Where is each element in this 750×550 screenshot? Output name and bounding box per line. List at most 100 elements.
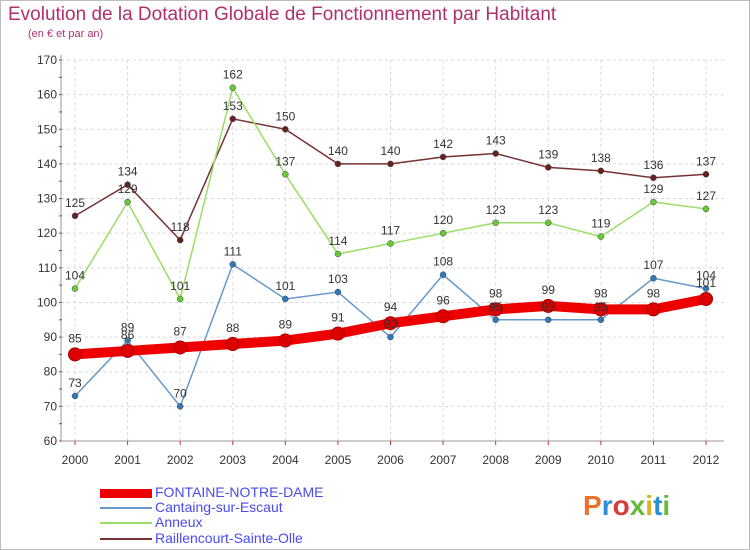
data-label: 114 — [328, 234, 347, 248]
data-point — [492, 150, 499, 157]
data-label: 85 — [68, 331, 82, 345]
data-label: 89 — [279, 318, 293, 332]
legend-label: Anneux — [155, 514, 203, 530]
x-tick-label: 2004 — [272, 453, 299, 467]
y-tick-label: 140 — [37, 157, 57, 171]
data-point — [383, 316, 398, 331]
data-point — [702, 171, 710, 178]
data-label: 119 — [591, 217, 610, 231]
data-point — [702, 205, 710, 213]
data-point — [387, 333, 394, 341]
x-tick-label: 2001 — [114, 453, 141, 467]
data-point — [545, 316, 552, 324]
data-label: 125 — [65, 196, 85, 210]
data-label: 99 — [542, 283, 556, 297]
y-tick-label: 100 — [37, 295, 57, 309]
data-label: 140 — [328, 144, 348, 158]
y-tick-label: 90 — [44, 330, 58, 344]
y-tick-label: 160 — [37, 88, 57, 102]
data-label: 129 — [118, 182, 138, 196]
data-point — [334, 288, 342, 296]
data-point — [124, 337, 131, 344]
x-tick-label: 2007 — [430, 453, 457, 467]
data-point — [702, 285, 710, 292]
y-tick-label: 150 — [37, 122, 57, 136]
data-point — [124, 181, 131, 188]
data-point — [68, 347, 82, 362]
data-point — [282, 126, 289, 133]
data-label: 108 — [433, 255, 453, 269]
data-point — [699, 291, 713, 306]
data-label: 86 — [121, 328, 135, 342]
data-label: 95 — [594, 300, 608, 314]
data-point — [488, 302, 503, 317]
data-label: 90 — [384, 317, 398, 331]
data-point — [71, 392, 79, 400]
data-label: 150 — [275, 109, 295, 123]
data-label: 104 — [65, 269, 85, 283]
data-label: 103 — [328, 272, 348, 286]
data-label: 134 — [118, 165, 138, 179]
data-label: 136 — [643, 158, 663, 172]
brand-letter: P — [583, 490, 602, 521]
data-label: 98 — [647, 286, 661, 300]
data-label: 117 — [381, 224, 400, 238]
y-tick-label: 170 — [37, 53, 57, 67]
legend-label: FONTAINE-NOTRE-DAME — [155, 484, 324, 500]
legend-swatch — [100, 538, 152, 540]
x-tick-label: 2000 — [62, 453, 89, 467]
data-point — [330, 326, 345, 341]
data-point — [124, 198, 131, 206]
data-point — [71, 212, 79, 220]
data-point — [225, 337, 240, 352]
data-point — [492, 219, 499, 227]
data-point — [173, 340, 188, 355]
data-label: 98 — [489, 286, 503, 300]
x-tick-label: 2005 — [325, 453, 352, 467]
data-point — [597, 316, 605, 324]
data-label: 137 — [696, 154, 716, 168]
y-tick-label: 130 — [37, 192, 57, 206]
x-tick-label: 2009 — [535, 453, 562, 467]
legend-label: Cantaing-sur-Escaut — [155, 499, 283, 515]
data-point — [229, 84, 236, 91]
data-point — [176, 295, 184, 303]
brand-letter: x — [629, 490, 646, 521]
data-label: 101 — [275, 279, 295, 293]
x-tick-label: 2002 — [167, 453, 194, 467]
data-label: 95 — [489, 300, 503, 314]
data-label: 111 — [224, 244, 243, 258]
x-tick-label: 2008 — [482, 453, 509, 467]
data-point — [278, 333, 293, 348]
x-tick-label: 2010 — [587, 453, 614, 467]
data-point — [282, 171, 289, 178]
data-point — [545, 164, 552, 171]
proxiti-logo: Proxiti — [583, 490, 670, 522]
chart-title: Evolution de la Dotation Globale de Fonc… — [8, 4, 557, 25]
data-point — [545, 219, 552, 227]
y-tick-label: 60 — [44, 434, 58, 448]
x-tick-label: 2011 — [641, 453, 667, 467]
brand-letter: r — [601, 490, 613, 521]
data-label: 123 — [538, 203, 558, 217]
data-label: 142 — [433, 137, 453, 151]
data-point — [176, 403, 184, 410]
x-tick-label: 2006 — [377, 453, 404, 467]
data-point — [229, 261, 236, 268]
data-point — [334, 160, 342, 168]
legend-swatch — [100, 507, 152, 509]
data-label: 88 — [226, 321, 240, 335]
data-point — [436, 309, 451, 324]
legend-swatch — [100, 488, 152, 498]
data-point — [229, 115, 236, 123]
data-label: 140 — [380, 144, 400, 158]
data-point — [646, 302, 661, 317]
data-label: 138 — [591, 151, 611, 165]
data-label: 91 — [331, 311, 345, 325]
y-tick-label: 120 — [37, 226, 57, 240]
data-label: 139 — [538, 147, 558, 161]
data-point — [650, 174, 657, 182]
data-label: 94 — [384, 300, 398, 314]
